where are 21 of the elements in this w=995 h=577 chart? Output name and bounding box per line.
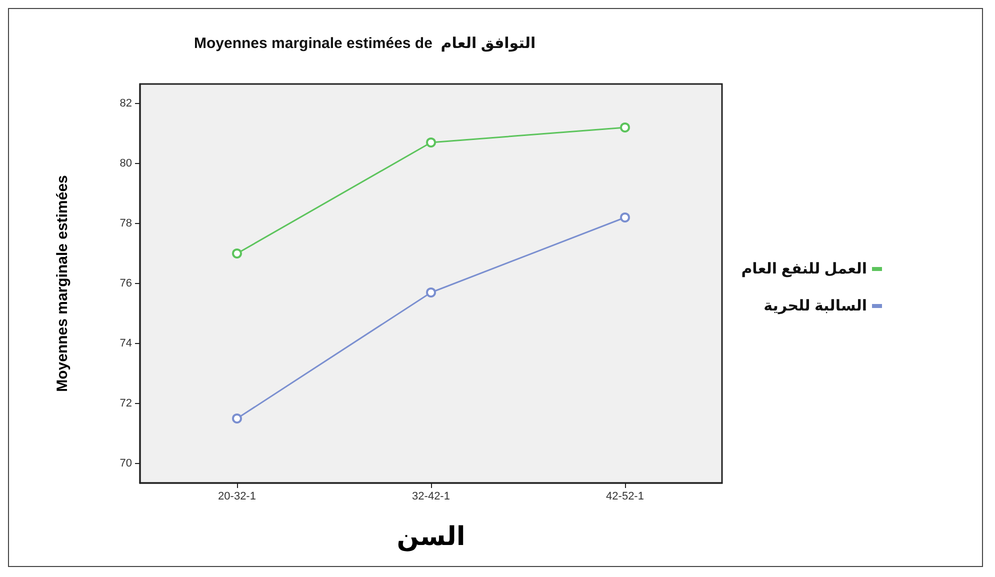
y-tick-label: 72 [120,398,132,410]
point [620,212,630,222]
legend-label: السالبة للحرية [764,298,867,314]
point [232,414,242,424]
y-tick-label: 80 [120,158,132,170]
y-tick-label: 76 [120,278,132,290]
legend-label: العمل للنفع العام [741,260,867,278]
y-tick-label: 70 [120,458,132,470]
point [426,288,436,298]
x-axis-title: السن [396,521,466,552]
point [426,138,436,148]
y-tick-label: 74 [120,338,132,350]
y-tick-label: 78 [120,218,132,230]
x-tick-label: 42-52-1 [606,490,644,502]
chart-title: Moyennes marginale estimées de التوافق العام [194,35,536,52]
point [620,122,630,132]
x-tick-label: 20-32-1 [218,490,256,502]
x-tick-label: 32-42-1 [412,490,450,502]
point [232,248,242,258]
y-axis-title: Moyennes marginale estimées [54,175,71,392]
y-tick-label: 82 [120,98,132,110]
